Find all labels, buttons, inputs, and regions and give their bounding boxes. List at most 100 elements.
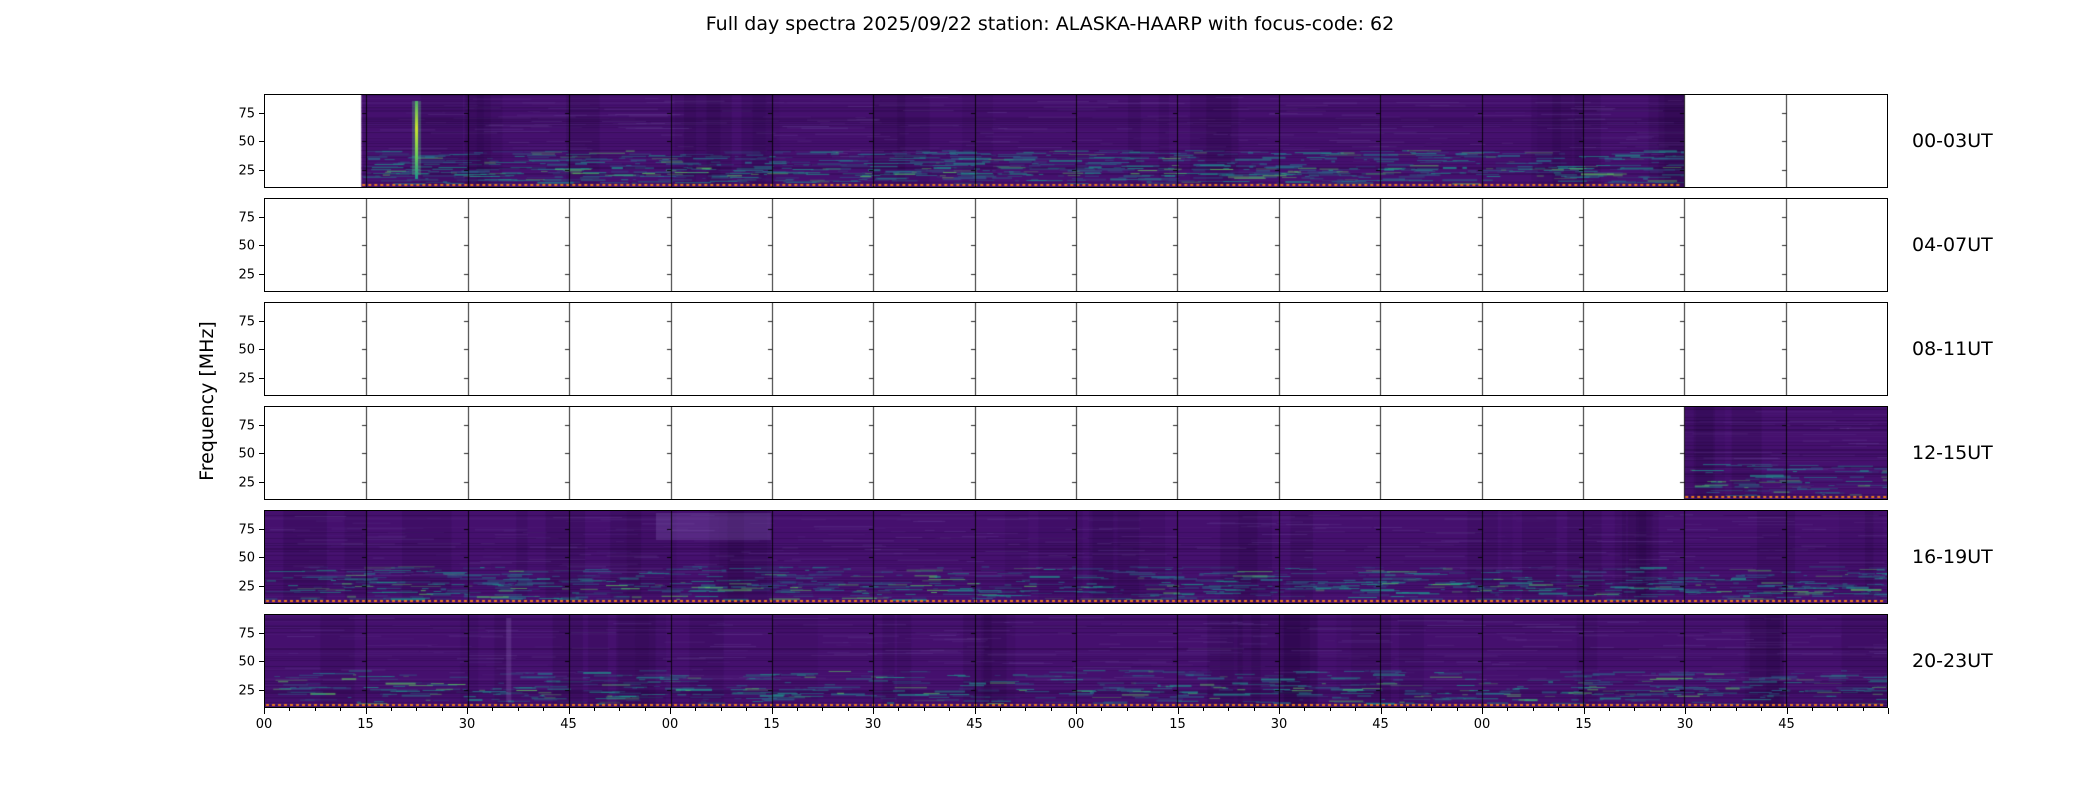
x-tick-label: 15 — [357, 717, 374, 732]
x-tick-mark — [1482, 708, 1483, 714]
x-tick-mark — [568, 708, 570, 714]
x-minor-tick-mark — [1608, 708, 1610, 711]
x-tick-label: 45 — [1778, 717, 1795, 732]
x-tick-label: 45 — [560, 717, 577, 732]
y-tick-label: 75 — [238, 210, 255, 226]
y-tick-mark — [259, 633, 264, 634]
spectrogram-canvas — [265, 615, 1887, 707]
y-tick-label: 50 — [238, 446, 255, 462]
x-tick-mark — [1888, 708, 1889, 714]
x-minor-tick-mark — [746, 708, 748, 711]
x-minor-tick-mark — [1355, 708, 1357, 711]
x-minor-tick-mark — [1329, 708, 1331, 711]
x-minor-tick-mark — [822, 708, 824, 711]
y-tick-mark — [259, 690, 264, 691]
y-tick-label: 25 — [238, 267, 255, 283]
x-minor-tick-mark — [1304, 708, 1306, 711]
y-tick-label: 25 — [238, 475, 255, 491]
y-tick-mark — [259, 529, 264, 530]
y-tick-label: 75 — [238, 106, 255, 122]
x-minor-tick-mark — [1558, 708, 1560, 711]
row-time-label: 04-07UT — [1912, 234, 1993, 256]
x-minor-tick-mark — [1710, 708, 1712, 711]
y-tick-mark — [259, 141, 264, 142]
x-tick-label: 00 — [1473, 717, 1491, 732]
y-tick-mark — [259, 321, 264, 322]
x-tick-label: 15 — [1169, 717, 1186, 732]
x-tick-mark — [264, 708, 265, 714]
x-minor-tick-mark — [1735, 708, 1737, 711]
x-minor-tick-mark — [1634, 708, 1636, 711]
x-tick-label: 45 — [1372, 717, 1389, 732]
spectrogram-canvas — [265, 303, 1887, 395]
x-minor-tick-mark — [340, 708, 342, 711]
x-minor-tick-mark — [898, 708, 900, 711]
y-tick-mark — [259, 557, 264, 558]
y-tick-mark — [259, 425, 264, 426]
x-minor-tick-mark — [695, 708, 697, 711]
x-minor-tick-mark — [416, 708, 418, 711]
x-tick-mark — [974, 708, 976, 714]
y-tick-label: 75 — [238, 314, 255, 330]
x-minor-tick-mark — [644, 708, 646, 711]
spectrogram-row: 20-23UT 75 50 25 — [238, 614, 1993, 708]
y-tick-mark — [259, 217, 264, 218]
x-minor-tick-mark — [1202, 708, 1204, 711]
x-minor-tick-mark — [593, 708, 595, 711]
x-tick-mark — [670, 708, 671, 714]
x-minor-tick-mark — [1253, 708, 1255, 711]
x-minor-tick-mark — [949, 708, 951, 711]
x-minor-tick-mark — [517, 708, 519, 711]
x-tick-label: 30 — [864, 717, 882, 732]
x-minor-tick-mark — [1862, 708, 1864, 711]
y-tick-mark — [259, 245, 264, 246]
x-minor-tick-mark — [1050, 708, 1052, 711]
y-tick-label: 50 — [238, 342, 255, 358]
spectrogram-canvas — [265, 95, 1887, 187]
x-minor-tick-mark — [1837, 708, 1839, 711]
spectrogram-canvas — [265, 199, 1887, 291]
x-tick-label: 15 — [1575, 717, 1592, 732]
x-minor-tick-mark — [1507, 708, 1509, 711]
x-minor-tick-mark — [1456, 708, 1458, 711]
y-tick-label: 50 — [238, 550, 255, 566]
x-minor-tick-mark — [1025, 708, 1027, 711]
x-minor-tick-mark — [1101, 708, 1103, 711]
y-tick-label: 25 — [238, 683, 255, 699]
x-tick-mark — [1786, 708, 1788, 714]
y-tick-label: 75 — [238, 626, 255, 642]
y-tick-mark — [259, 482, 264, 483]
spectrogram-canvas — [265, 407, 1887, 499]
row-time-label: 20-23UT — [1912, 650, 1993, 672]
x-minor-tick-mark — [1532, 708, 1534, 711]
x-minor-tick-mark — [289, 708, 291, 711]
x-minor-tick-mark — [999, 708, 1001, 711]
x-tick-mark — [365, 708, 367, 714]
x-minor-tick-mark — [1405, 708, 1407, 711]
x-minor-tick-mark — [543, 708, 545, 711]
x-tick-mark — [1583, 708, 1585, 714]
y-tick-label: 50 — [238, 238, 255, 254]
chart-title: Full day spectra 2025/09/22 station: ALA… — [705, 13, 1395, 35]
row-time-label: 12-15UT — [1912, 442, 1993, 464]
y-tick-mark — [259, 349, 264, 350]
x-minor-tick-mark — [441, 708, 443, 711]
x-tick-mark — [467, 708, 468, 714]
y-tick-mark — [259, 274, 264, 275]
spectrogram-row: 12-15UT 75 50 25 — [238, 406, 1993, 500]
x-tick-label: 00 — [1067, 717, 1085, 732]
spectrogram-row: 08-11UT 75 50 25 — [238, 302, 1993, 396]
x-tick-mark — [873, 708, 874, 714]
x-tick-label: 30 — [1270, 717, 1288, 732]
y-tick-label: 75 — [238, 522, 255, 538]
y-tick-label: 50 — [238, 654, 255, 670]
y-tick-label: 25 — [238, 163, 255, 179]
x-minor-tick-mark — [1228, 708, 1230, 711]
x-minor-tick-mark — [492, 708, 494, 711]
spectrogram-row: 16-19UT 75 50 25 — [238, 510, 1993, 604]
row-time-label: 16-19UT — [1912, 546, 1993, 568]
y-tick-mark — [259, 586, 264, 587]
x-tick-mark — [1279, 708, 1280, 714]
x-minor-tick-mark — [796, 708, 798, 711]
spectrogram-canvas — [265, 511, 1887, 603]
